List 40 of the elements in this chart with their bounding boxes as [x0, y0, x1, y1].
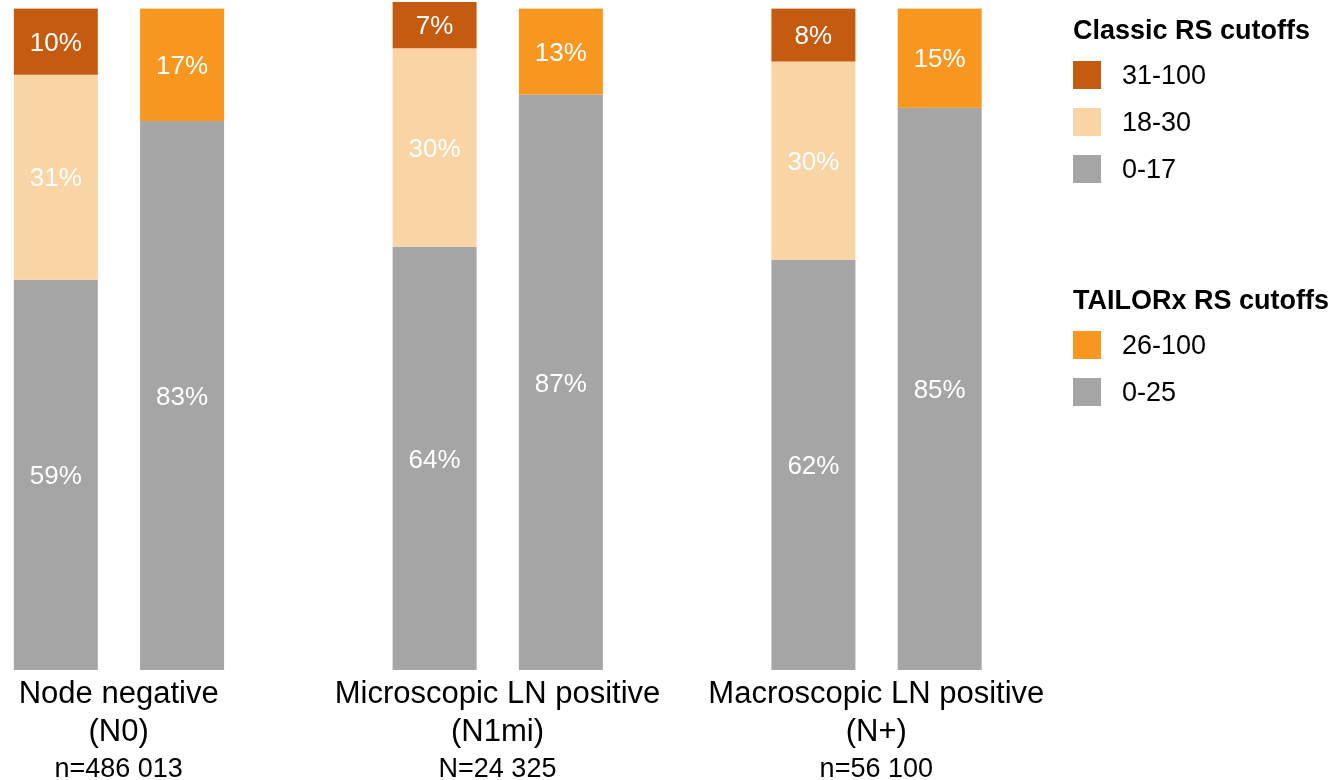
data-label: 62%: [787, 450, 840, 481]
data-label: 31%: [29, 162, 82, 193]
data-label: 59%: [29, 460, 82, 491]
data-label: 10%: [29, 26, 82, 57]
bar: [771, 61, 856, 260]
bar: [897, 107, 982, 670]
data-label: 15%: [913, 43, 966, 74]
bar: [518, 94, 603, 670]
bar: [392, 2, 477, 49]
data-label: 8%: [794, 20, 833, 51]
data-label: 7%: [415, 10, 454, 41]
data-label: 85%: [913, 374, 966, 405]
x-tick-label: Node negative (N0) n=486 013: [18, 675, 219, 780]
data-label: 87%: [534, 367, 587, 398]
bar: [897, 8, 982, 108]
bar: [140, 121, 225, 670]
legend-label: 18-30: [1122, 107, 1192, 137]
bar: [518, 8, 603, 95]
legend-label: 26-100: [1122, 330, 1207, 360]
bar: [771, 8, 856, 62]
data-label: 13%: [534, 36, 587, 67]
bar: [771, 259, 856, 670]
bar: [13, 279, 98, 670]
data-label: 83%: [156, 380, 209, 411]
legend-label: 0-25: [1122, 377, 1177, 407]
bar: [392, 48, 477, 247]
bar: [13, 8, 98, 75]
bar: [140, 8, 225, 122]
data-label: 30%: [408, 132, 461, 163]
data-label: 64%: [408, 443, 461, 474]
text: TAILORx RS cutoffs: [1073, 285, 1329, 315]
data-label: 30%: [787, 145, 840, 176]
x-tick-label: Microscopic LN positive (N1mi) N=24 325: [334, 675, 661, 780]
text: Classic RS cutoffs: [1073, 15, 1311, 45]
legend-label: 0-17: [1122, 154, 1177, 184]
legend-label: 31-100: [1122, 60, 1207, 90]
x-tick-label: Macroscopic LN positive (N+) n=56 100: [708, 675, 1045, 780]
bar: [392, 246, 477, 670]
data-label: 17%: [156, 50, 209, 81]
bar: [13, 74, 98, 280]
